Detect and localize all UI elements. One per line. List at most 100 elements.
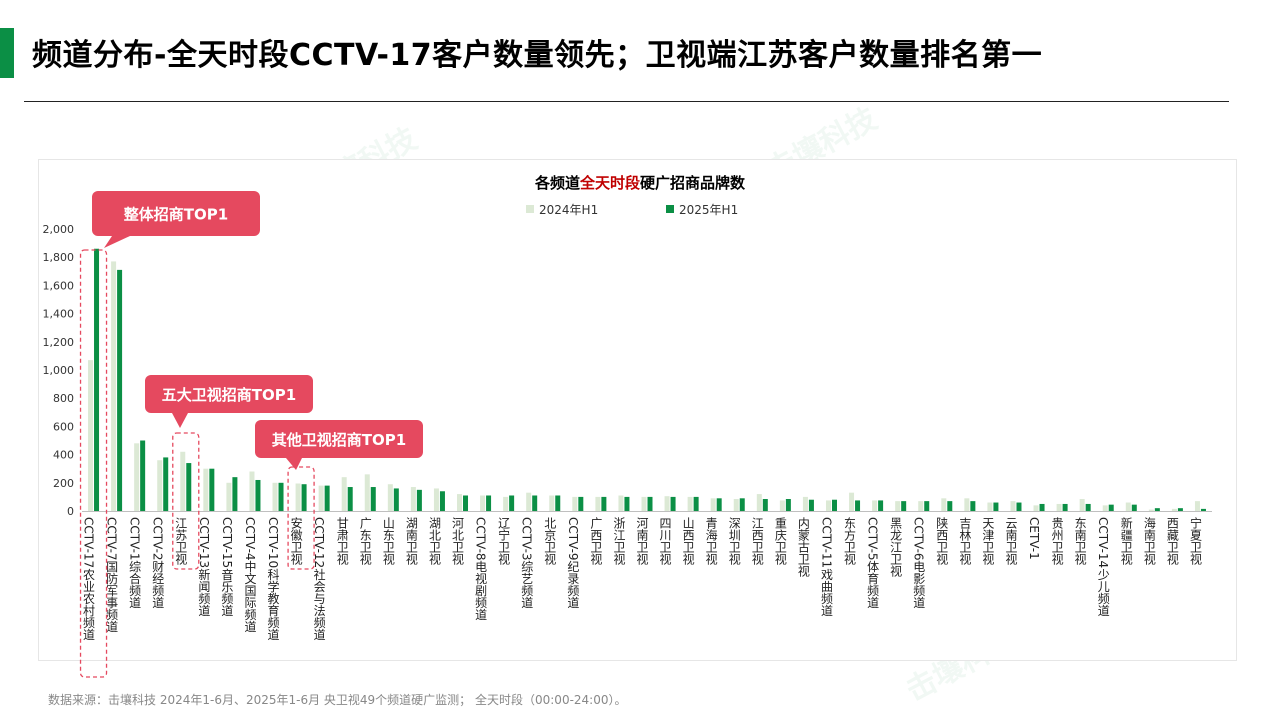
bar-2024h1 (987, 502, 993, 511)
x-tick-label: 广西卫视 (589, 517, 603, 565)
bar-2024h1 (618, 495, 624, 511)
bar-2024h1 (410, 487, 416, 511)
x-tick-label: 宁夏卫视 (1188, 516, 1202, 565)
y-tick-label: 400 (53, 449, 74, 462)
bar-2025h1 (486, 495, 492, 511)
bar-2024h1 (433, 488, 439, 511)
bar-2024h1 (526, 492, 532, 511)
bar-2024h1 (295, 483, 301, 511)
bar-2025h1 (301, 484, 307, 511)
bar-2024h1 (549, 495, 555, 511)
x-tick-label: 新疆卫视 (1119, 516, 1133, 565)
highlight-box (172, 432, 200, 570)
bar-2024h1 (157, 460, 163, 511)
x-tick-label: CCTV-4中文国际频道 (243, 517, 257, 633)
bar-2025h1 (578, 496, 584, 511)
bar-2025h1 (970, 501, 976, 511)
bar-2024h1 (1125, 502, 1131, 511)
bar-2025h1 (232, 477, 238, 511)
x-tick-label: CCTV-7国防军事频道 (105, 517, 119, 633)
bar-2025h1 (555, 495, 561, 511)
chart-title-part: 全天时段 (579, 174, 640, 192)
x-tick-label: CCTV-6电影频道 (912, 517, 926, 609)
y-tick-label: 800 (53, 392, 74, 405)
bar-2025h1 (1108, 504, 1114, 511)
bar-2024h1 (134, 443, 140, 511)
page-title: 频道分布-全天时段CCTV-17客户数量领先；卫视端江苏客户数量排名第一 (32, 38, 1043, 73)
x-tick-label: CCTV-13新闻频道 (197, 517, 211, 616)
callout-label: 五大卫视招商TOP1 (162, 386, 296, 404)
bar-2025h1 (1200, 508, 1206, 511)
bar-2024h1 (664, 496, 670, 511)
callout-badge (255, 420, 423, 458)
highlight-box (287, 466, 315, 570)
bar-2024h1 (756, 494, 762, 511)
source-note: 数据来源：击壤科技 2024年1-6月、2025年1-6月 央卫视49个频道硬广… (48, 693, 627, 707)
bar-2025h1 (831, 499, 837, 511)
bar-2024h1 (318, 485, 324, 511)
x-tick-label: 河北卫视 (451, 517, 465, 565)
x-tick-label: 东南卫视 (1073, 517, 1087, 565)
x-tick-label: 东方卫视 (843, 517, 857, 565)
x-tick-label: CCTV-1综合频道 (128, 517, 142, 609)
bar-2025h1 (117, 269, 123, 511)
x-tick-label: CCTV-10科学教育频道 (266, 517, 280, 640)
bar-2025h1 (947, 501, 953, 511)
legend-swatch (666, 205, 674, 213)
bar-2024h1 (341, 477, 347, 511)
y-tick-label: 2,000 (43, 223, 75, 236)
callout-label: 整体招商TOP1 (124, 206, 228, 224)
x-tick-label: 内蒙古卫视 (796, 517, 810, 577)
x-tick-label: 吉林卫视 (958, 517, 972, 565)
bar-2025h1 (163, 457, 169, 511)
x-tick-label: CCTV-14少儿频道 (1096, 517, 1110, 616)
callout-pointer (104, 236, 130, 248)
bar-2024h1 (595, 496, 601, 511)
bar-2024h1 (111, 261, 117, 511)
bar-2025h1 (1131, 504, 1137, 511)
bar-2024h1 (1010, 501, 1016, 511)
y-tick-label: 600 (53, 420, 74, 433)
bar-2025h1 (532, 495, 538, 511)
bar-2025h1 (370, 487, 376, 511)
bar-2024h1 (872, 500, 878, 511)
highlight-box (79, 249, 108, 678)
x-tick-label: CCTV-3综艺频道 (520, 517, 534, 609)
bar-2025h1 (762, 499, 768, 511)
legend-label: 2025年H1 (679, 203, 738, 217)
x-tick-label: CCTV-2财经频道 (151, 517, 165, 609)
x-tick-label: 江苏卫视 (174, 517, 188, 565)
x-tick-label: 浙江卫视 (612, 517, 626, 565)
bar-2025h1 (670, 496, 676, 511)
bar-2024h1 (249, 471, 255, 511)
callout-badge (92, 191, 260, 236)
bar-2025h1 (1039, 503, 1045, 511)
x-tick-label: 青海卫视 (704, 517, 718, 565)
bar-2024h1 (457, 494, 463, 511)
bar-2024h1 (203, 468, 209, 511)
bar-2024h1 (641, 496, 647, 511)
bar-2024h1 (802, 496, 808, 511)
bar-2024h1 (1033, 505, 1039, 511)
x-tick-label: 广东卫视 (358, 517, 372, 565)
bar-2024h1 (733, 499, 739, 511)
x-tick-label: 湖南卫视 (404, 516, 418, 565)
bar-2024h1 (572, 496, 578, 511)
bar-2024h1 (918, 501, 924, 511)
bar-2025h1 (1085, 503, 1091, 511)
bar-2025h1 (601, 496, 607, 511)
x-tick-label: 海南卫视 (1142, 516, 1156, 565)
bar-2024h1 (964, 498, 970, 511)
bar-2025h1 (693, 496, 699, 511)
x-tick-label: 西藏卫视 (1165, 517, 1179, 565)
y-tick-label: 1,800 (43, 251, 75, 264)
x-tick-label: 天津卫视 (981, 517, 995, 565)
title-accent-bar (0, 28, 14, 78)
bar-2024h1 (480, 495, 486, 511)
bar-2024h1 (1148, 509, 1154, 511)
bar-2025h1 (278, 482, 284, 511)
bar-2024h1 (710, 498, 716, 511)
bar-2024h1 (387, 484, 393, 511)
bar-2025h1 (439, 491, 445, 511)
